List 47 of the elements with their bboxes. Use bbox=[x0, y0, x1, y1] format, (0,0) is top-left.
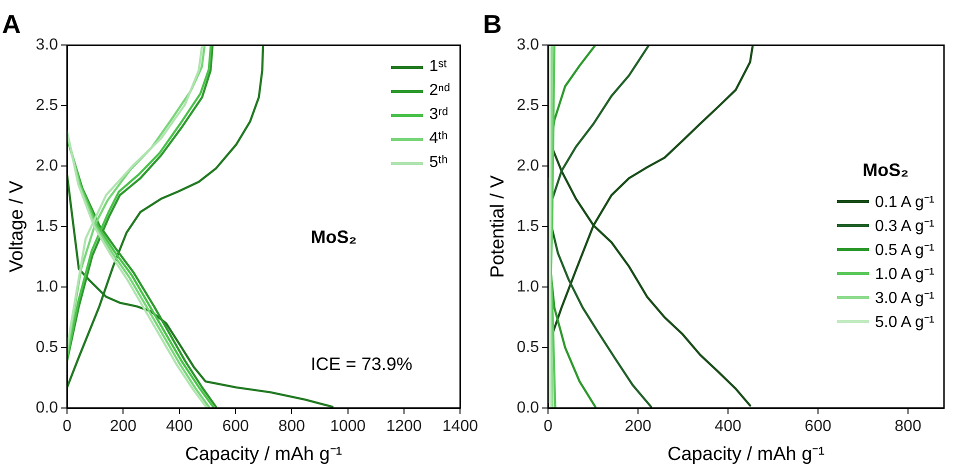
y-tick-label: 1.0 bbox=[516, 278, 540, 296]
x-tick-label: 0 bbox=[62, 418, 72, 436]
legend-label: 1.0 A g⁻¹ bbox=[875, 265, 934, 284]
y-tick-label: 0.0 bbox=[516, 399, 540, 416]
legend-label: 5ᵗʰ bbox=[429, 154, 448, 172]
x-tick-label: 1400 bbox=[442, 418, 478, 436]
chart-title: A bbox=[2, 8, 21, 39]
annotation: ICE = 73.9% bbox=[310, 354, 412, 375]
y-tick-label: 3.0 bbox=[36, 36, 58, 54]
annotation: MoS₂ bbox=[310, 226, 357, 248]
y-axis-title: Potential / V bbox=[488, 175, 509, 278]
x-tick-label: 1200 bbox=[386, 418, 422, 436]
y-tick-label: 2.5 bbox=[516, 97, 540, 114]
x-tick-label: 400 bbox=[714, 418, 742, 436]
y-tick-label: 2.0 bbox=[36, 158, 58, 175]
y-tick-label: 2.5 bbox=[36, 97, 58, 114]
x-tick-label: 600 bbox=[222, 418, 249, 436]
y-tick-label: 1.5 bbox=[516, 218, 540, 236]
x-tick-label: 800 bbox=[894, 418, 922, 436]
x-tick-label: 200 bbox=[624, 418, 652, 436]
y-tick-label: 0.0 bbox=[36, 399, 58, 416]
legend-label: 3ʳᵈ bbox=[429, 106, 448, 124]
y-tick-label: 3.0 bbox=[516, 36, 540, 54]
legend-title: MoS₂ bbox=[862, 160, 910, 182]
legend-label: 1ˢᵗ bbox=[429, 58, 448, 76]
legend-label: 0.3 A g⁻¹ bbox=[875, 217, 934, 236]
x-tick-label: 1000 bbox=[330, 418, 366, 436]
x-tick-label: 800 bbox=[278, 418, 306, 436]
y-axis-title: Voltage / V bbox=[6, 180, 28, 273]
legend-label: 2ⁿᵈ bbox=[429, 82, 450, 100]
y-tick-label: 1.0 bbox=[36, 278, 58, 296]
legend-label: 4ᵗʰ bbox=[429, 130, 448, 148]
legend-label: 3.0 A g⁻¹ bbox=[875, 289, 934, 308]
legend-label: 5.0 A g⁻¹ bbox=[875, 313, 934, 332]
y-tick-label: 0.5 bbox=[36, 338, 58, 356]
chart-title: B bbox=[483, 8, 502, 39]
legend-label: 0.5 A g⁻¹ bbox=[875, 241, 934, 260]
y-tick-label: 0.5 bbox=[516, 338, 540, 356]
y-tick-label: 1.5 bbox=[36, 218, 58, 236]
x-axis-title: Capacity / mAh g⁻¹ bbox=[185, 444, 342, 465]
x-tick-label: 200 bbox=[110, 418, 137, 436]
x-tick-label: 0 bbox=[544, 418, 553, 436]
x-tick-label: 600 bbox=[804, 418, 832, 436]
x-tick-label: 400 bbox=[166, 418, 193, 436]
legend-label: 0.1 A g⁻¹ bbox=[875, 193, 934, 212]
x-axis-title: Capacity / mAh g⁻¹ bbox=[668, 444, 825, 465]
y-tick-label: 2.0 bbox=[516, 158, 540, 175]
